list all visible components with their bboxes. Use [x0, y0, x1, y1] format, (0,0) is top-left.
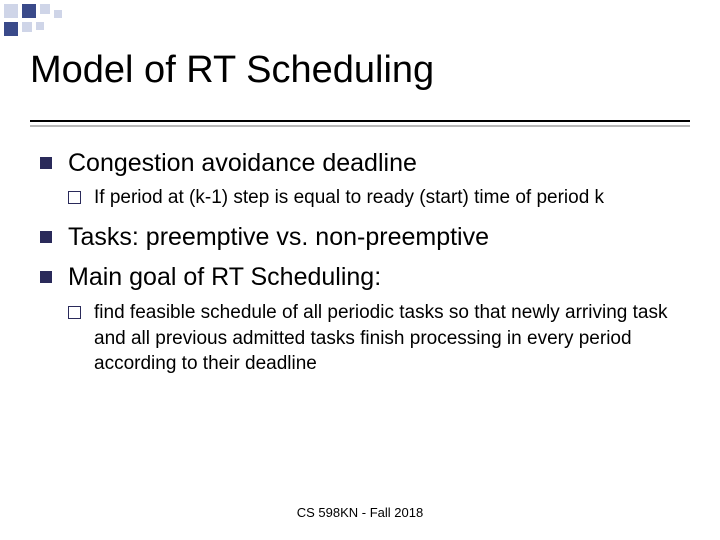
footer: CS 598KN - Fall 2018 [0, 505, 720, 520]
corner-decor [0, 0, 120, 40]
bullet-3-sublist: find feasible schedule of all periodic t… [68, 300, 680, 377]
page-title: Model of RT Scheduling [30, 50, 690, 92]
bullet-list: Congestion avoidance deadline If period … [40, 147, 680, 377]
slide: Model of RT Scheduling Congestion avoida… [0, 0, 720, 540]
bullet-3: Main goal of RT Scheduling: find feasibl… [40, 261, 680, 376]
rule-primary [30, 120, 690, 122]
bullet-1: Congestion avoidance deadline If period … [40, 147, 680, 211]
bullet-1-sublist: If period at (k-1) step is equal to read… [68, 185, 680, 211]
bullet-2: Tasks: preemptive vs. non-preemptive [40, 221, 680, 254]
content: Congestion avoidance deadline If period … [0, 127, 720, 377]
bullet-3-sub-1: find feasible schedule of all periodic t… [68, 300, 680, 377]
bullet-1-sub-1: If period at (k-1) step is equal to read… [68, 185, 680, 211]
bullet-3-text: Main goal of RT Scheduling: [68, 263, 381, 291]
bullet-1-text: Congestion avoidance deadline [68, 149, 417, 177]
